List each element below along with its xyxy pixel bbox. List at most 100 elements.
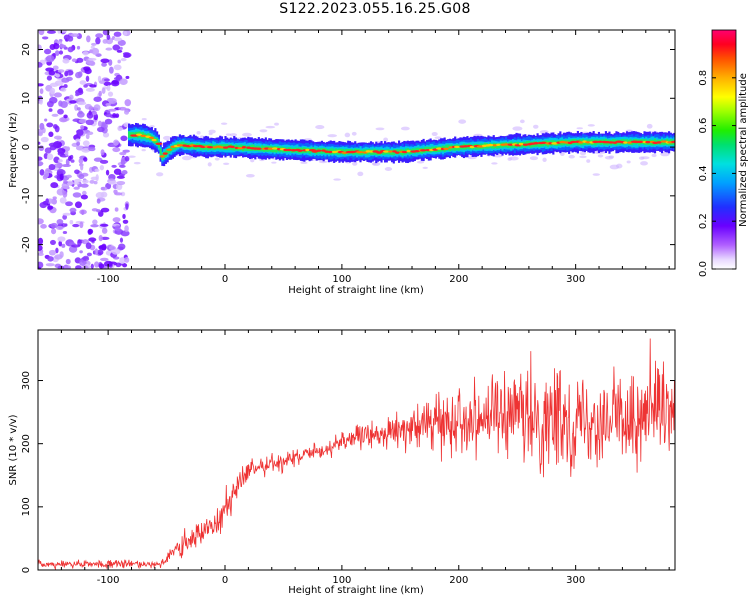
spectrogram-noise-cell [75, 138, 81, 143]
spectrogram-noise-cell [85, 133, 90, 140]
spectrogram-noise-cell [85, 119, 95, 126]
spectrogram-noise-cell [74, 201, 82, 209]
spectrogram-noise-cell [78, 173, 85, 180]
spectrogram-noise-cell [94, 168, 100, 172]
spectrogram-faint-cell [384, 167, 393, 171]
spectrogram-noise-cell [119, 78, 128, 86]
spectrogram-faint-cell [274, 122, 279, 126]
spectrogram-noise-cell [56, 218, 64, 225]
spectrogram-noise-cell [77, 239, 82, 247]
snr-panel: -100 0 100 200 300 0 100 200 300 Height of strai… [8, 329, 676, 596]
spectrogram-noise-cell [123, 31, 128, 36]
spectrogram-noise-cell [112, 147, 121, 153]
spectrogram-peak-cell [507, 143, 514, 146]
spectrogram-frame [37, 29, 676, 270]
spectrogram-noise-cell [72, 223, 80, 228]
snr-axes: -100 0 100 200 300 0 100 200 300 [21, 329, 676, 586]
spectrogram-peak-cell [148, 136, 155, 139]
spectrogram-faint-cell [315, 124, 325, 130]
spectrogram-noise-cell [100, 207, 110, 213]
spectrogram-noise-cell [48, 131, 54, 138]
spectrogram-noise-cell [106, 34, 111, 41]
snr-y-tick-label: 0 [21, 567, 32, 573]
spectrogram-peak-cell [533, 142, 539, 145]
spectrogram-peak-cell [406, 149, 411, 153]
spectrogram-noise-cell [54, 50, 60, 56]
spectrogram-ridge-cell [275, 146, 278, 153]
spectrogram-noise-cell [116, 183, 123, 191]
spectrogram-ridge-cell [163, 152, 166, 159]
spectrogram-noise-cell [54, 254, 63, 260]
spectrogram-peak-cell [159, 155, 165, 158]
spectrogram-ridge-cell [308, 148, 311, 154]
spectrogram-noise-cell [75, 265, 82, 269]
spectrogram-faint-cell [229, 133, 237, 137]
spectrogram-noise-cell [88, 57, 97, 61]
spectrogram-noise-cell [121, 169, 128, 175]
spectrogram-noise-cell [49, 145, 57, 151]
spectrogram-noise-cell [90, 263, 94, 269]
spectrogram-noise-cell [44, 147, 52, 154]
spectrogram-noise-cell [79, 209, 87, 215]
spectrogram-peak-cell [382, 150, 390, 153]
spectrogram-faint-cell [371, 161, 381, 166]
spectrogram-noise-cell [79, 80, 87, 85]
spectrogram-noise-cell [75, 93, 80, 97]
snr-x-axis-label: Height of straight line (km) [288, 585, 424, 596]
spectrogram-faint-cell [327, 134, 338, 138]
spectrogram-peak-cell [324, 150, 330, 153]
spectrogram-noise-cell [62, 230, 68, 235]
spectrogram-noise-cell [44, 118, 48, 122]
spectrogram-noise-cell [69, 100, 77, 104]
spectrogram-faint-cell [303, 138, 313, 141]
spectrogram-faint-cell [318, 160, 328, 164]
spectrogram-noise-cell [64, 70, 69, 77]
spectrogram-noise-cell [50, 182, 59, 189]
spectrogram-peak-cell [401, 150, 408, 154]
spectrogram-noise-cell [86, 252, 92, 257]
spectrogram-noise-cell [107, 108, 117, 112]
spectrogram-noise-cell [98, 90, 102, 97]
spectrogram-peak-cell [192, 144, 199, 148]
spectrogram-faint-cell [579, 151, 587, 156]
spectrogram-noise-cell [38, 156, 43, 161]
spectrogram-noise-cell [93, 180, 98, 185]
colorbar-axis: 0.0 0.2 0.4 0.6 0.8 [698, 29, 737, 277]
spectrogram-noise-cell [97, 75, 102, 83]
spectrogram-noise-cell [39, 122, 45, 130]
spectrogram-noise-cell [99, 80, 105, 84]
spectrogram-noise-cell [125, 203, 129, 210]
spectrogram-peak-cell [230, 145, 235, 149]
spectrogram-peak-cell [671, 140, 675, 144]
spectrogram-noise-cell [38, 128, 44, 135]
colorbar-frame [711, 29, 737, 270]
spectrogram-noise-cell [115, 113, 120, 118]
spectrogram-noise-cell [117, 127, 124, 131]
spectrogram-noise-cell [98, 263, 105, 269]
spectrogram-noise-cell [46, 75, 52, 81]
spectrogram-noise-cell [93, 96, 102, 102]
spectrogram-faint-cell [639, 156, 645, 160]
spectrogram-noise-cell [101, 62, 107, 67]
spectrogram-noise-cell [57, 30, 61, 34]
spectrogram-noise-cell [40, 224, 47, 229]
spectrogram-noise-cell [94, 261, 100, 268]
spectrogram-faint-cell [383, 137, 388, 142]
spectrogram-noise-cell [45, 263, 55, 267]
spectrogram-faint-cell [208, 132, 213, 136]
spectrogram-noise-cell [122, 149, 130, 153]
spectrogram-faint-cell [512, 126, 523, 131]
spectrogram-peak-cell [162, 152, 168, 155]
spectrogram-noise-cell [45, 198, 49, 204]
spectrogram-noise-cell [78, 158, 84, 164]
spectrogram-noise-cell [120, 191, 126, 197]
spectrogram-noise-cell [63, 84, 68, 89]
spectrogram-noise-cell [63, 180, 68, 184]
spectrogram-noise-cell [76, 141, 81, 146]
spectrogram-faint-cell [609, 164, 620, 170]
spectrogram-ridge-cell [170, 146, 173, 152]
spectrogram-peak-cell [206, 146, 214, 149]
spectrogram-noise-cell [119, 257, 126, 264]
spectrogram-peak-cell [388, 150, 393, 153]
